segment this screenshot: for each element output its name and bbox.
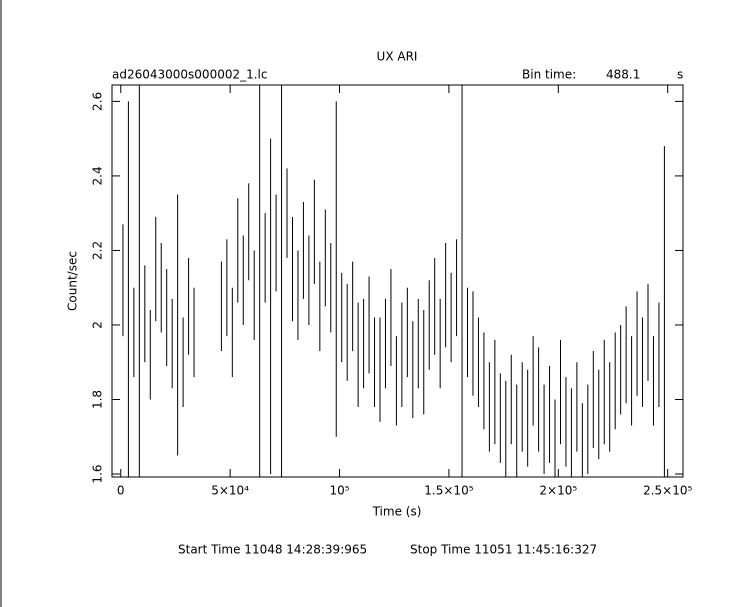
y-axis-label: Count/sec — [66, 251, 80, 311]
y-tick-label: 1.8 — [91, 390, 105, 409]
bin-time: 488.1 — [606, 68, 640, 82]
x-tick-label: 2×10⁵ — [539, 484, 577, 498]
y-tick-label: 1.6 — [91, 464, 105, 483]
bin-time-label: Bin time: — [522, 68, 576, 82]
y-tick-label: 2.2 — [91, 241, 105, 260]
stop-time: Stop Time 11051 11:45:16:327 — [410, 543, 597, 557]
start-time: Start Time 11048 14:28:39:965 — [178, 543, 367, 557]
x-tick-label: 1.5×10⁵ — [424, 484, 473, 498]
x-tick-label: 5×10⁴ — [211, 484, 249, 498]
data-layer — [122, 85, 665, 477]
y-tick-label: 2 — [91, 321, 105, 329]
chart-title: UX ARI — [377, 50, 418, 64]
y-tick-label: 2.4 — [91, 166, 105, 185]
y-tick-label: 2.6 — [91, 92, 105, 111]
x-tick-label: 0 — [117, 484, 125, 498]
x-tick-label: 10⁵ — [329, 484, 349, 498]
x-axis-label: Time (s) — [372, 505, 422, 519]
plot-frame — [111, 84, 684, 478]
bin-time-unit: s — [677, 68, 683, 82]
file-label: ad26043000s000002_1.lc — [112, 68, 268, 82]
x-tick-label: 2.5×10⁵ — [643, 484, 692, 498]
